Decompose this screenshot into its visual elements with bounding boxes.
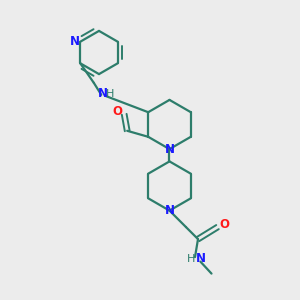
Text: O: O	[112, 105, 123, 118]
Text: N: N	[195, 252, 206, 266]
Text: N: N	[164, 142, 175, 156]
Text: H: H	[106, 89, 114, 99]
Text: N: N	[98, 87, 108, 101]
Text: O: O	[219, 218, 229, 231]
Text: N: N	[164, 204, 175, 217]
Text: N: N	[70, 35, 80, 48]
Text: H: H	[187, 254, 195, 264]
